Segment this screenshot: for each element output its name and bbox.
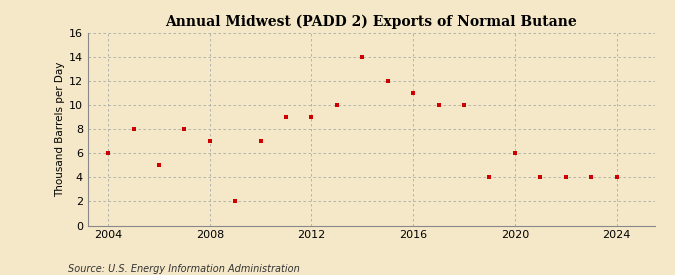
Point (458, 103, 469, 107)
Point (179, 127, 190, 131)
Point (205, 139, 215, 144)
Point (408, 91, 418, 95)
Point (484, 175, 495, 180)
Point (586, 175, 597, 180)
Point (103, 151, 113, 155)
Point (281, 115, 292, 119)
Point (510, 151, 520, 155)
Point (255, 139, 266, 144)
Point (535, 175, 545, 180)
Point (153, 163, 164, 167)
Point (560, 175, 571, 180)
Point (230, 199, 240, 204)
Y-axis label: Thousand Barrels per Day: Thousand Barrels per Day (55, 62, 65, 197)
Point (611, 175, 622, 180)
Title: Annual Midwest (PADD 2) Exports of Normal Butane: Annual Midwest (PADD 2) Exports of Norma… (165, 15, 577, 29)
Point (331, 103, 342, 107)
Point (306, 115, 317, 119)
Point (128, 127, 139, 131)
Text: Source: U.S. Energy Information Administration: Source: U.S. Energy Information Administ… (68, 264, 299, 274)
Point (433, 103, 444, 107)
Point (357, 55, 368, 59)
Point (382, 79, 393, 83)
